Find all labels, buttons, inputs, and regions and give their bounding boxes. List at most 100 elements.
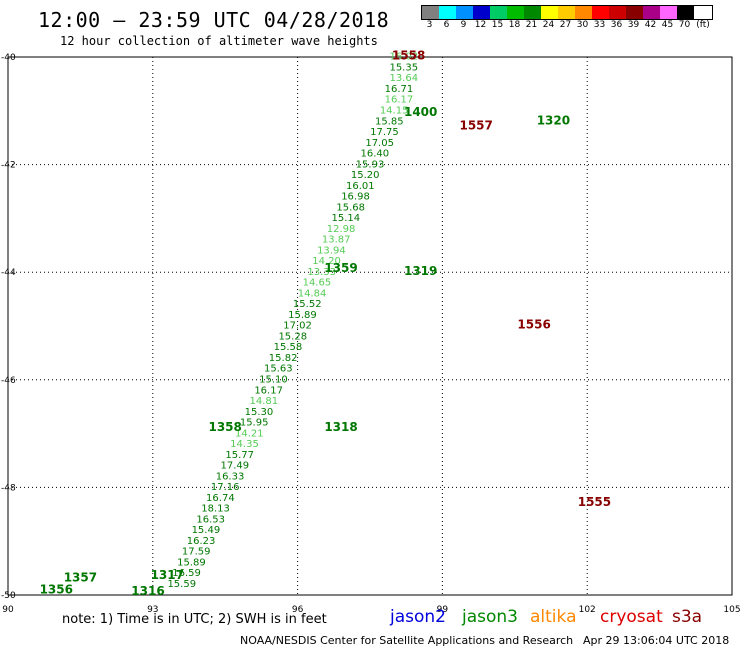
legend-level-label: 33 (593, 20, 606, 30)
pass-time-label: 1557 (459, 119, 492, 133)
swh-value: 16.33 (216, 471, 245, 482)
swh-value: 15.68 (336, 202, 365, 213)
satellite-name-jason2: jason2 (390, 607, 446, 627)
swh-value: 17.75 (370, 127, 399, 138)
lon-tick-label: 99 (437, 605, 449, 615)
pass-time-label: 1319 (404, 264, 437, 278)
swh-value: 15.14 (332, 213, 361, 224)
swh-value: 15.77 (225, 450, 254, 461)
legend-level-label: 18 (508, 20, 521, 30)
swh-value: 16.71 (385, 84, 414, 95)
swh-value: 13.87 (322, 235, 351, 246)
swh-value: 13.33 (307, 267, 336, 278)
swh-value: 16.23 (187, 536, 216, 547)
swh-value: 14.81 (249, 396, 278, 407)
satellite-name-s3a: s3a (672, 607, 703, 627)
legend-swatch (422, 6, 439, 19)
lon-tick-label: 102 (579, 605, 596, 615)
page-subtitle: 12 hour collection of altimeter wave hei… (60, 34, 378, 48)
legend-swatch (609, 6, 626, 19)
legend-swatch (456, 6, 473, 19)
swh-value: 15.89 (177, 557, 206, 568)
swh-value: 16.17 (385, 95, 414, 106)
pass-time-label: 1358 (208, 420, 241, 434)
legend-swatch (473, 6, 490, 19)
legend-swatch (507, 6, 524, 19)
pass-time-label: 1357 (64, 571, 97, 585)
legend-level-label: 70 (678, 20, 691, 30)
color-legend: 3 6 9 12 15 18 21 24 27 30 33 36 39 42 45 70 (ft) (421, 5, 713, 30)
swh-value: 14.21 (235, 428, 264, 439)
legend-level-label: 6 (443, 20, 450, 30)
swh-value: 18.13 (201, 504, 230, 515)
legend-labels: 3 6 9 12 15 18 21 24 27 30 33 36 39 42 45 70 (ft) (421, 20, 713, 30)
swh-value: 16.59 (172, 568, 201, 579)
page-title: 12:00 — 23:59 UTC 04/28/2018 (38, 8, 390, 32)
legend-level-label: 15 (491, 20, 504, 30)
legend-swatch (592, 6, 609, 19)
swh-value: 16.53 (196, 514, 225, 525)
legend-swatch (575, 6, 592, 19)
legend-level-label: 27 (559, 20, 572, 30)
footnote: note: 1) Time is in UTC; 2) SWH is in fe… (62, 612, 327, 627)
pass-time-label: 1320 (537, 113, 570, 127)
pass-time-label: 1359 (324, 261, 357, 275)
swh-value: 15.10 (259, 374, 288, 385)
lon-tick-label: 105 (723, 605, 740, 615)
lat-tick-label: -44 (1, 268, 16, 278)
swh-value: 15.30 (245, 407, 274, 418)
pass-time-label: 1556 (517, 318, 550, 332)
swh-value: 12.98 (327, 224, 356, 235)
legend-level-label: 24 (542, 20, 555, 30)
swh-value: 17.05 (365, 138, 394, 149)
credit-text: NOAA/NESDIS Center for Satellite Applica… (240, 634, 574, 647)
swh-value: 15.52 (293, 299, 322, 310)
swh-value: 15.20 (351, 170, 380, 181)
legend-level-label: 36 (610, 20, 623, 30)
pass-time-label: 1316 (131, 584, 164, 598)
legend-level-label: 30 (576, 20, 589, 30)
map-frame (7, 56, 733, 596)
legend-swatch (558, 6, 575, 19)
legend-level-label: 45 (661, 20, 674, 30)
legend-level-label: 12 (474, 20, 487, 30)
swh-value: 15.63 (264, 364, 293, 375)
satellite-name-altika: altika (530, 607, 577, 627)
swh-value: 15.85 (375, 116, 404, 127)
legend-level-label: 9 (460, 20, 467, 30)
legend-level-label: 39 (627, 20, 640, 30)
swh-value: 17.02 (283, 321, 312, 332)
legend-swatch (677, 6, 694, 19)
legend-swatch (626, 6, 643, 19)
pass-time-label: 1555 (578, 495, 611, 509)
legend-swatch (490, 6, 507, 19)
swh-value: 14.35 (230, 439, 259, 450)
pass-time-label: 1317 (151, 568, 184, 582)
swh-value: 14.20 (312, 256, 341, 267)
swh-value: 15.59 (167, 579, 196, 590)
swh-value: 15.82 (269, 353, 298, 364)
lat-tick-label: -48 (1, 483, 16, 493)
legend-level-label: 21 (525, 20, 538, 30)
legend-level-label: 42 (644, 20, 657, 30)
lat-tick-label: -46 (1, 376, 16, 386)
swh-value: 15.28 (278, 331, 307, 342)
swh-value: 14.65 (303, 278, 332, 289)
swh-value: 15.95 (240, 418, 269, 429)
legend-swatch (541, 6, 558, 19)
swh-value: 15.93 (356, 159, 385, 170)
swh-value: 15.58 (274, 342, 303, 353)
legend-level-label: 3 (426, 20, 433, 30)
legend-swatch (643, 6, 660, 19)
swh-value: 15.49 (192, 525, 221, 536)
swh-value: 16.01 (346, 181, 375, 192)
legend-swatches (421, 5, 713, 20)
lat-tick-label: -42 (1, 161, 16, 171)
lat-tick-label: -40 (1, 53, 16, 63)
swh-value: 15.89 (288, 310, 317, 321)
lat-tick-label: -50 (1, 591, 16, 601)
swh-value: 14.84 (298, 288, 327, 299)
swh-value: 17.16 (211, 482, 240, 493)
swh-value: 13.94 (317, 245, 346, 256)
